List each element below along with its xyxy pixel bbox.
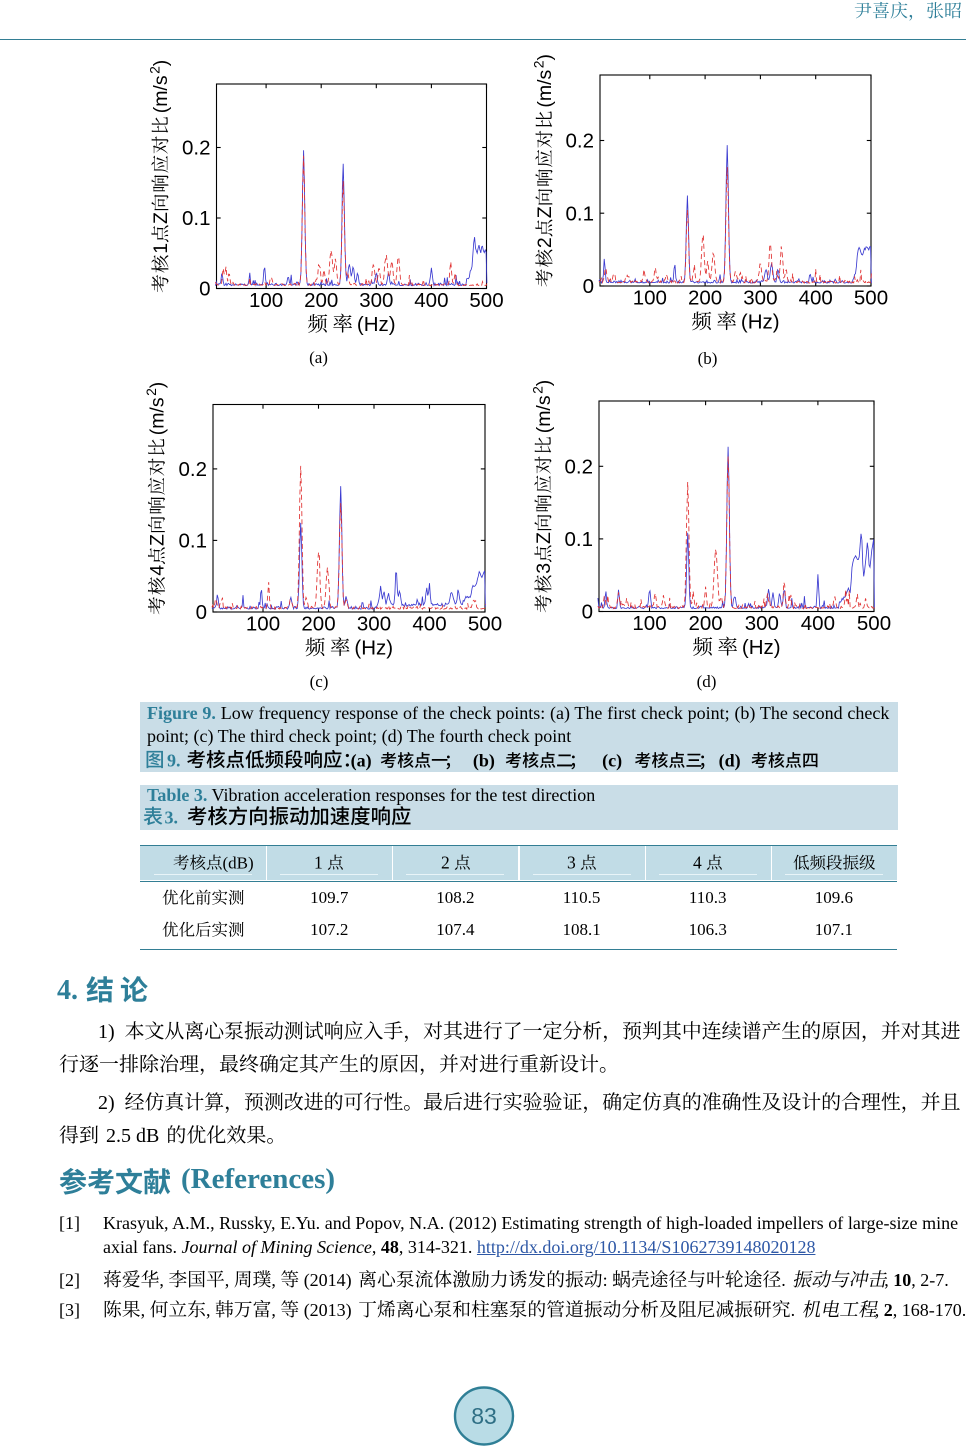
svg-text:,: , (159, 1270, 168, 1290)
svg-text:(m/s: (m/s (533, 395, 555, 433)
svg-text:3.: 3. (165, 808, 179, 828)
svg-text:100: 100 (633, 287, 667, 310)
svg-text:(c): (c) (602, 751, 622, 772)
svg-text:100: 100 (246, 613, 280, 636)
svg-text:200: 200 (688, 287, 722, 310)
svg-text:2: 2 (441, 853, 454, 873)
svg-text:1: 1 (150, 243, 172, 254)
svg-text:.: . (781, 1270, 790, 1290)
svg-text:(Hz): (Hz) (354, 637, 393, 660)
svg-text:(d): (d) (719, 751, 741, 772)
svg-text:400: 400 (801, 612, 835, 635)
svg-text:2: 2 (531, 60, 547, 68)
svg-text:(2013): (2013) (299, 1300, 356, 1321)
svg-text:,: , (271, 1270, 280, 1290)
svg-text:0.2: 0.2 (565, 456, 594, 479)
svg-text:2.5 dB: 2.5 dB (106, 1125, 159, 1147)
svg-text:200: 200 (688, 612, 722, 635)
svg-text:200: 200 (301, 613, 335, 636)
svg-text:300: 300 (743, 287, 777, 310)
svg-text:Z: Z (534, 206, 556, 218)
svg-text:Z: Z (150, 212, 172, 224)
svg-text:,: , (206, 1300, 215, 1320)
svg-text:2: 2 (530, 386, 546, 394)
svg-text:0.1: 0.1 (182, 207, 211, 230)
svg-text:3: 3 (533, 563, 555, 574)
svg-text:500: 500 (468, 613, 502, 636)
svg-text:Z: Z (147, 534, 169, 546)
svg-text:,: , (271, 1300, 280, 1320)
svg-text:1: 1 (314, 853, 327, 873)
svg-text:500: 500 (854, 287, 888, 310)
svg-text:2: 2 (534, 237, 556, 248)
svg-text:(b): (b) (473, 751, 495, 772)
svg-text:(m/s: (m/s (147, 397, 169, 435)
svg-text::: : (603, 1270, 613, 1290)
svg-text:4: 4 (693, 853, 706, 873)
svg-text:400: 400 (414, 289, 448, 312)
svg-text:100: 100 (249, 289, 283, 312)
svg-text:(a): (a) (309, 348, 328, 367)
svg-text:): ) (533, 380, 555, 387)
svg-text:9.: 9. (167, 751, 181, 771)
svg-text:2: 2 (143, 388, 159, 396)
svg-text:(dB): (dB) (222, 854, 253, 873)
svg-text:0.2: 0.2 (179, 458, 208, 481)
svg-text:0.1: 0.1 (179, 530, 208, 553)
svg-text:0: 0 (583, 275, 594, 298)
svg-text:(2014): (2014) (299, 1270, 356, 1291)
svg-text:Z: Z (533, 532, 555, 544)
svg-text:0.2: 0.2 (566, 130, 595, 153)
svg-text:(Hz): (Hz) (357, 313, 396, 336)
svg-text:300: 300 (745, 612, 779, 635)
svg-text:(b): (b) (698, 349, 718, 368)
svg-text:0.2: 0.2 (182, 137, 211, 160)
svg-text:500: 500 (857, 612, 891, 635)
svg-text:(a): (a) (351, 751, 372, 772)
svg-text:0.1: 0.1 (566, 202, 595, 225)
svg-text:): ) (534, 54, 556, 61)
svg-text:300: 300 (357, 613, 391, 636)
svg-text:(Hz): (Hz) (741, 311, 780, 334)
svg-text:0: 0 (582, 601, 593, 624)
svg-text:0: 0 (199, 278, 210, 301)
svg-text:2: 2 (147, 66, 163, 74)
svg-text:100: 100 (632, 612, 666, 635)
svg-text:400: 400 (412, 613, 446, 636)
svg-text:300: 300 (359, 289, 393, 312)
svg-text:,: , (225, 1270, 234, 1290)
svg-text:,: , (141, 1300, 150, 1320)
svg-text:): ) (150, 60, 172, 67)
svg-text:83: 83 (471, 1403, 497, 1429)
svg-text:500: 500 (469, 289, 503, 312)
svg-text:3: 3 (567, 853, 580, 873)
svg-text:2): 2) (98, 1092, 125, 1114)
svg-text:0: 0 (196, 601, 207, 624)
svg-text:(c): (c) (310, 672, 329, 691)
svg-text:(d): (d) (697, 672, 717, 691)
svg-text:(m/s: (m/s (534, 69, 556, 107)
svg-text:4: 4 (147, 565, 169, 576)
svg-text:(m/s: (m/s (150, 75, 172, 113)
svg-text:(Hz): (Hz) (742, 636, 781, 659)
svg-text:200: 200 (304, 289, 338, 312)
svg-text:400: 400 (799, 287, 833, 310)
svg-text:1): 1) (98, 1021, 125, 1043)
svg-text:.: . (791, 1300, 800, 1320)
svg-text:0.1: 0.1 (565, 528, 594, 551)
svg-text:): ) (147, 382, 169, 389)
